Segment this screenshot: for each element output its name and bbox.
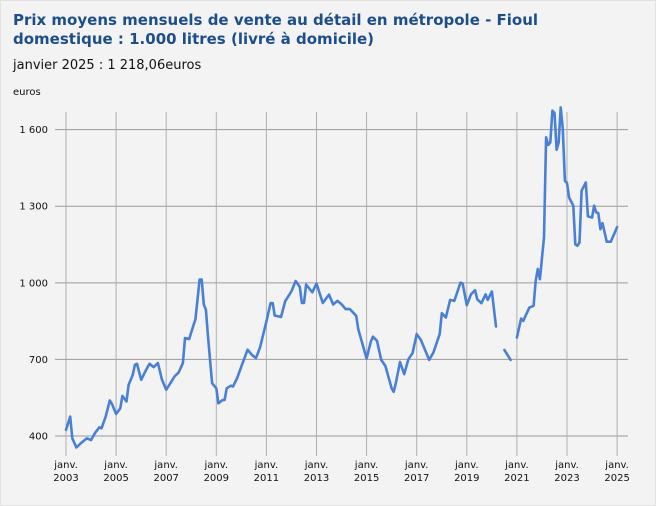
- x-tick-label-year: 2019: [454, 473, 479, 484]
- y-tick-label: 700: [29, 355, 48, 366]
- x-tick-label-year: 2011: [254, 473, 279, 484]
- series-line-segment: [503, 348, 512, 362]
- x-tick-label-month: janv.: [604, 460, 629, 471]
- series-line-segment: [515, 106, 619, 339]
- x-tick-label-month: janv.: [454, 460, 479, 471]
- x-tick-label-year: 2009: [204, 473, 229, 484]
- y-tick-label: 1 000: [19, 278, 48, 289]
- chart-subtitle: janvier 2025 : 1 218,06euros: [13, 58, 202, 73]
- x-tick-label-month: janv.: [153, 460, 178, 471]
- x-tick-label-year: 2025: [604, 473, 629, 484]
- x-tick-label-month: janv.: [204, 460, 229, 471]
- x-tick-label-month: janv.: [254, 460, 279, 471]
- x-tick-label-year: 2015: [354, 473, 379, 484]
- x-tick-label-year: 2017: [404, 473, 429, 484]
- x-tick-label-year: 2005: [103, 473, 128, 484]
- x-tick-label-month: janv.: [103, 460, 128, 471]
- y-tick-label: 400: [29, 432, 48, 443]
- series-line-segment: [64, 278, 498, 449]
- x-tick-label-year: 2007: [153, 473, 178, 484]
- x-tick-label-month: janv.: [404, 460, 429, 471]
- x-tick-label-year: 2023: [554, 473, 579, 484]
- x-tick-label-year: 2013: [304, 473, 329, 484]
- x-tick-label-month: janv.: [354, 460, 379, 471]
- x-tick-label-month: janv.: [554, 460, 579, 471]
- x-tick-label-month: janv.: [504, 460, 529, 471]
- chart-title: Prix moyens mensuels de vente au détail …: [13, 11, 539, 48]
- y-axis-label: euros: [13, 87, 41, 98]
- x-tick-label-month: janv.: [53, 460, 78, 471]
- y-tick-label: 1 600: [19, 125, 48, 136]
- x-tick-label-year: 2003: [53, 473, 78, 484]
- y-tick-label: 1 300: [19, 202, 48, 213]
- x-tick-label-year: 2021: [504, 473, 529, 484]
- x-tick-label-month: janv.: [304, 460, 329, 471]
